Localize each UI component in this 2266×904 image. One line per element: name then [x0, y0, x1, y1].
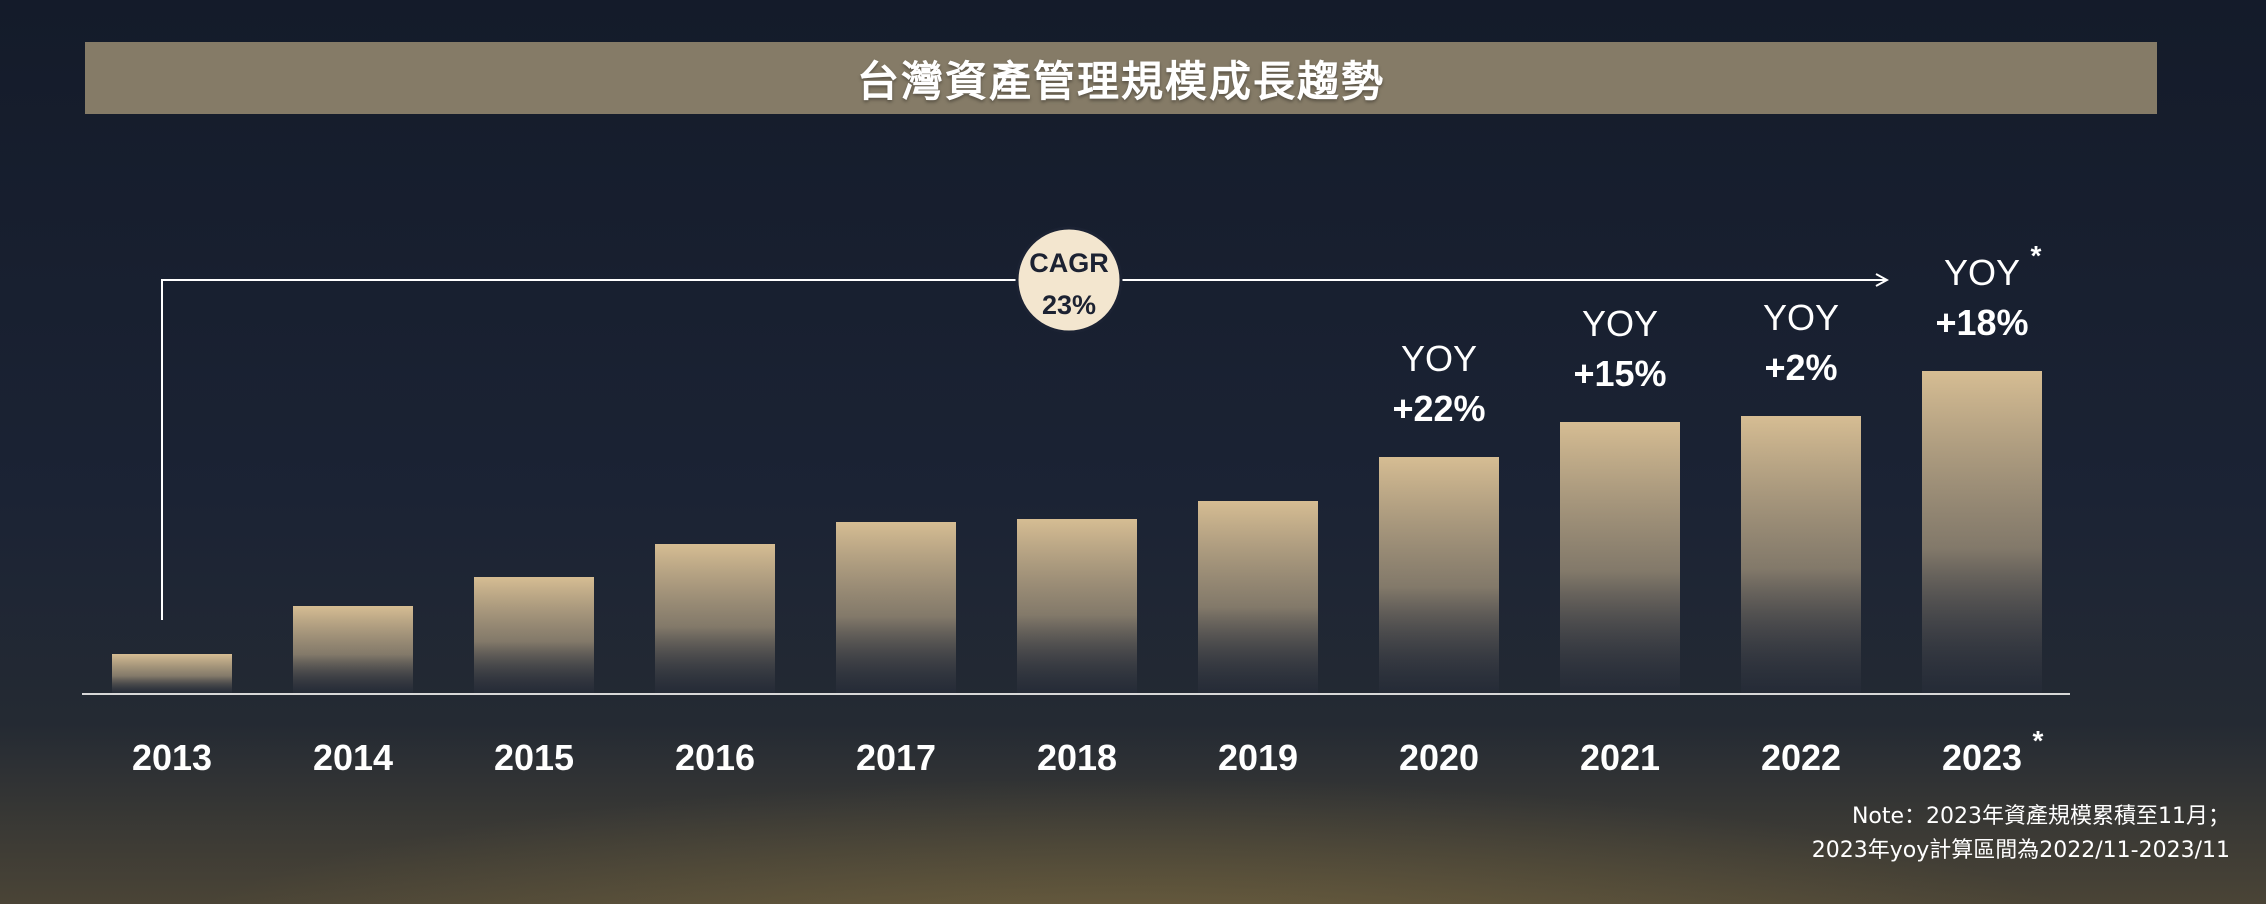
bars — [112, 371, 2042, 694]
cagr-value: 23% — [1042, 290, 1096, 320]
x-tick-label-2021: 2021 — [1580, 737, 1660, 778]
bar-2022 — [1741, 416, 1861, 694]
x-tick-label-2013: 2013 — [132, 737, 212, 778]
footnote-line-1: Note：2023年資產規模累積至11月； — [1851, 804, 2230, 829]
yoy-label-2021: YOY — [1582, 303, 1658, 344]
x-tick-label-2016: 2016 — [675, 737, 755, 778]
cagr-label: CAGR — [1029, 248, 1109, 278]
x-tick-label-2019: 2019 — [1218, 737, 1298, 778]
cagr-bracket-line — [161, 280, 1886, 620]
bar-2015 — [474, 577, 594, 694]
x-tick-label-2018: 2018 — [1037, 737, 1117, 778]
x-tick-label-2014: 2014 — [313, 737, 393, 778]
bar-2013 — [112, 654, 232, 694]
bar-2014 — [293, 606, 413, 694]
yoy-label-2022: YOY — [1763, 297, 1839, 338]
bar-2017 — [836, 522, 956, 694]
yoy-value-2022: +2% — [1764, 347, 1837, 388]
x-tick-label-2017: 2017 — [856, 737, 936, 778]
footnote: Note：2023年資產規模累積至11月； 2023年yoy計算區間為2022/… — [1630, 800, 2230, 868]
yoy-value-2020: +22% — [1392, 388, 1485, 429]
x-tick-label-2022: 2022 — [1761, 737, 1841, 778]
cagr-badge: CAGR 23% — [1015, 226, 1123, 334]
yoy-label-2023: YOY — [1944, 252, 2020, 293]
chart-title-bar: 台灣資產管理規模成長趨勢 — [85, 42, 2157, 114]
footnote-line-2: 2023年yoy計算區間為2022/11-2023/11 — [1811, 838, 2230, 863]
chart-title: 台灣資產管理規模成長趨勢 — [856, 56, 1385, 106]
x-tick-marker-2023: * — [2033, 725, 2044, 756]
bar-2018 — [1017, 519, 1137, 694]
x-axis-labels: 2013 2014 2015 2016 2017 2018 2019 2020 2021 2022… — [132, 725, 2044, 778]
bar-2020 — [1379, 457, 1499, 694]
bar-2016 — [655, 544, 775, 694]
x-tick-label-2015: 2015 — [494, 737, 574, 778]
x-tick-label-2020: 2020 — [1399, 737, 1479, 778]
yoy-marker-2023: * — [2031, 240, 2042, 271]
x-tick-label-2023: 2023 — [1942, 737, 2022, 778]
bar-2021 — [1560, 422, 1680, 694]
bar-2019 — [1198, 501, 1318, 694]
bar-2023 — [1922, 371, 2042, 694]
yoy-label-2020: YOY — [1401, 338, 1477, 379]
yoy-value-2023: +18% — [1935, 302, 2028, 343]
yoy-value-2021: +15% — [1573, 353, 1666, 394]
yoy-annotations: YOY +22% YOY +15% YOY +2% YOY +18%* — [1392, 240, 2041, 429]
